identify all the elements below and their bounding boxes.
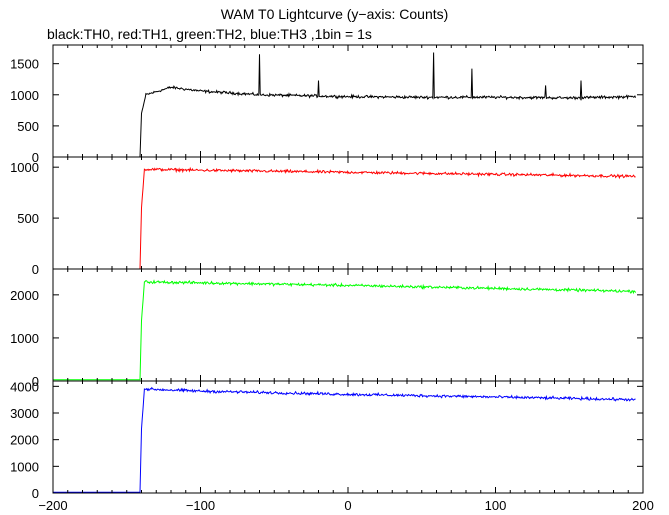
y-tick-label-TH2: 1000	[10, 331, 39, 346]
y-tick-label-TH0: 1000	[10, 88, 39, 103]
series-line-TH0	[53, 52, 637, 158]
series-line-TH2	[53, 279, 637, 381]
y-tick-label-TH3: 3000	[10, 406, 39, 421]
x-tick-label: 0	[344, 498, 351, 513]
y-tick-label-TH3: 1000	[10, 459, 39, 474]
y-tick-label-TH2: 2000	[10, 288, 39, 303]
x-tick-label: 200	[632, 498, 654, 513]
x-tick-label: 100	[485, 498, 507, 513]
y-tick-label-TH1: 0	[32, 262, 39, 277]
x-tick-label: −200	[38, 498, 67, 513]
chart-title: WAM T0 Lightcurve (y−axis: Counts)	[220, 6, 449, 22]
y-tick-label-TH2: 0	[32, 374, 39, 389]
x-tick-label: −100	[186, 498, 215, 513]
y-tick-label-TH0: 0	[32, 150, 39, 165]
panel-frame-TH0	[52, 44, 644, 158]
y-tick-label-TH3: 4000	[10, 379, 39, 394]
y-tick-label-TH0: 1500	[10, 57, 39, 72]
series-line-TH1	[53, 166, 636, 270]
y-tick-label-TH1: 500	[17, 211, 39, 226]
series-line-TH3	[53, 386, 636, 493]
y-tick-label-TH3: 2000	[10, 433, 39, 448]
chart-subtitle: black:TH0, red:TH1, green:TH2, blue:TH3 …	[47, 26, 372, 42]
y-tick-label-TH1: 1000	[10, 160, 39, 175]
y-tick-label-TH0: 500	[17, 119, 39, 134]
y-tick-label-TH3: 0	[32, 486, 39, 501]
